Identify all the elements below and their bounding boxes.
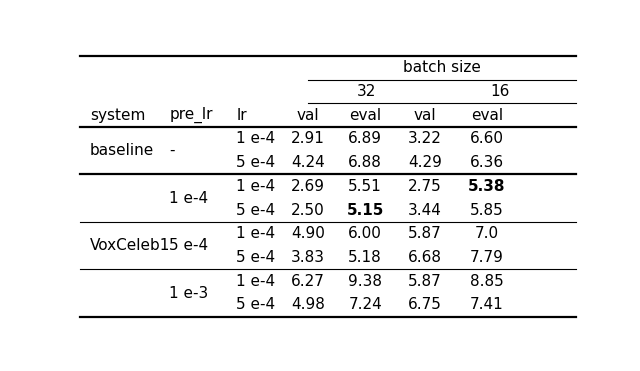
Text: 3.83: 3.83 bbox=[291, 250, 325, 265]
Text: 7.79: 7.79 bbox=[470, 250, 504, 265]
Text: 1 e-3: 1 e-3 bbox=[169, 286, 209, 301]
Text: 1 e-4: 1 e-4 bbox=[236, 274, 275, 289]
Text: val: val bbox=[297, 108, 319, 123]
Text: 16: 16 bbox=[491, 84, 510, 99]
Text: 2.91: 2.91 bbox=[291, 131, 325, 147]
Text: 1 e-4: 1 e-4 bbox=[236, 226, 275, 241]
Text: 9.38: 9.38 bbox=[348, 274, 382, 289]
Text: 5.85: 5.85 bbox=[470, 203, 504, 217]
Text: 6.36: 6.36 bbox=[470, 155, 504, 170]
Text: 7.24: 7.24 bbox=[348, 298, 382, 312]
Text: 6.88: 6.88 bbox=[348, 155, 382, 170]
Text: VoxCeleb1: VoxCeleb1 bbox=[90, 238, 170, 253]
Text: 1 e-4: 1 e-4 bbox=[169, 191, 209, 206]
Text: -: - bbox=[169, 143, 175, 158]
Text: 5.15: 5.15 bbox=[346, 203, 384, 217]
Text: 7.41: 7.41 bbox=[470, 298, 504, 312]
Text: 6.68: 6.68 bbox=[408, 250, 442, 265]
Text: 32: 32 bbox=[356, 84, 376, 99]
Text: 5 e-4: 5 e-4 bbox=[236, 155, 275, 170]
Text: 5 e-4: 5 e-4 bbox=[236, 203, 275, 217]
Text: 6.00: 6.00 bbox=[348, 226, 382, 241]
Text: batch size: batch size bbox=[403, 60, 481, 75]
Text: 4.90: 4.90 bbox=[291, 226, 325, 241]
Text: 5 e-4: 5 e-4 bbox=[169, 238, 209, 253]
Text: 2.69: 2.69 bbox=[291, 179, 325, 194]
Text: 6.60: 6.60 bbox=[470, 131, 504, 147]
Text: val: val bbox=[413, 108, 436, 123]
Text: 5.51: 5.51 bbox=[348, 179, 382, 194]
Text: 5.87: 5.87 bbox=[408, 274, 442, 289]
Text: 8.85: 8.85 bbox=[470, 274, 504, 289]
Text: 4.98: 4.98 bbox=[291, 298, 325, 312]
Text: eval: eval bbox=[349, 108, 381, 123]
Text: 5 e-4: 5 e-4 bbox=[236, 298, 275, 312]
Text: baseline: baseline bbox=[90, 143, 154, 158]
Text: 1 e-4: 1 e-4 bbox=[236, 179, 275, 194]
Text: eval: eval bbox=[470, 108, 503, 123]
Text: 5 e-4: 5 e-4 bbox=[236, 250, 275, 265]
Text: 3.22: 3.22 bbox=[408, 131, 442, 147]
Text: 5.38: 5.38 bbox=[468, 179, 506, 194]
Text: pre_lr: pre_lr bbox=[169, 107, 212, 123]
Text: 6.27: 6.27 bbox=[291, 274, 325, 289]
Text: lr: lr bbox=[236, 108, 247, 123]
Text: 3.44: 3.44 bbox=[408, 203, 442, 217]
Text: 4.24: 4.24 bbox=[291, 155, 325, 170]
Text: 5.87: 5.87 bbox=[408, 226, 442, 241]
Text: 6.89: 6.89 bbox=[348, 131, 382, 147]
Text: 1 e-4: 1 e-4 bbox=[236, 131, 275, 147]
Text: 2.75: 2.75 bbox=[408, 179, 442, 194]
Text: 6.75: 6.75 bbox=[408, 298, 442, 312]
Text: 7.0: 7.0 bbox=[475, 226, 499, 241]
Text: 4.29: 4.29 bbox=[408, 155, 442, 170]
Text: 2.50: 2.50 bbox=[291, 203, 325, 217]
Text: system: system bbox=[90, 108, 145, 123]
Text: 5.18: 5.18 bbox=[348, 250, 382, 265]
